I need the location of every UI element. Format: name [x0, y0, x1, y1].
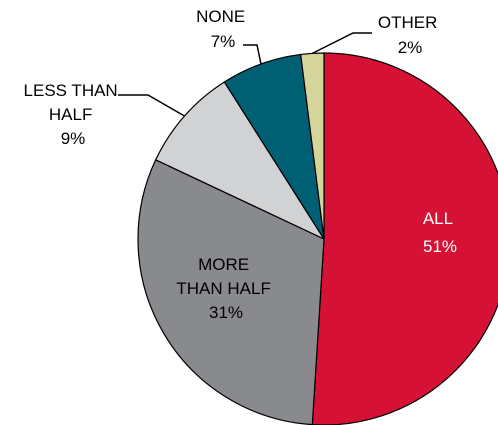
slice-label-other: OTHER 2% — [378, 13, 442, 57]
leader-lines — [118, 32, 372, 117]
pie-slice-all — [311, 52, 498, 425]
pie-slice-other — [300, 52, 325, 240]
leader-line-none — [243, 44, 262, 65]
leader-line-other — [311, 32, 372, 55]
slice-label-more-than-half: MORE THAN HALF 31% — [176, 255, 275, 322]
slice-label-less-than-half: LESS THAN HALF 9% — [24, 81, 123, 148]
pie-slices — [137, 52, 498, 425]
pie-slice-more-than-half — [137, 159, 325, 425]
leader-line-less-than-half — [118, 94, 185, 117]
slice-label-none: NONE 7% — [196, 7, 250, 51]
slice-label-all: ALL 51% — [423, 209, 457, 256]
